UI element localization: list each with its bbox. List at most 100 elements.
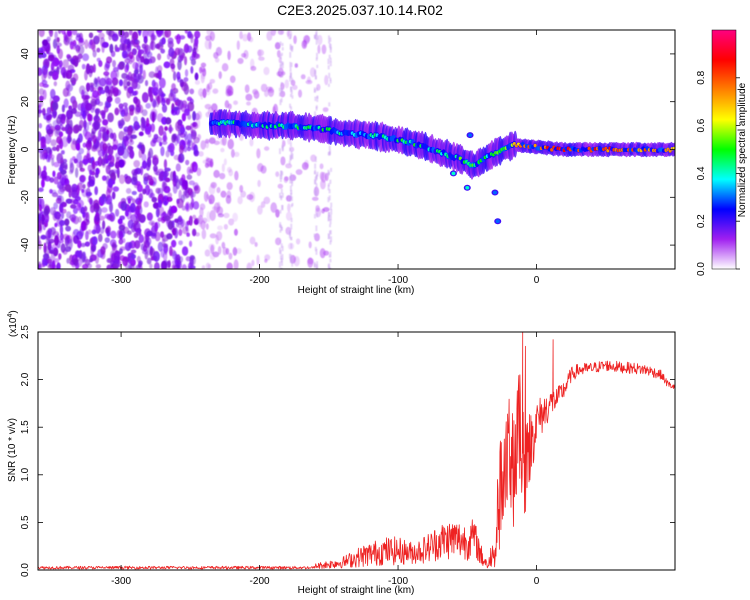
spectrogram-noise-cell: [204, 249, 211, 257]
spectrogram-noise-cell: [146, 257, 152, 265]
spectrogram-noise-cell: [194, 80, 201, 85]
spectrogram-noise-cell: [97, 101, 104, 107]
spectrogram-noise-cell: [241, 52, 247, 58]
spectrogram-noise-cell: [101, 175, 107, 181]
spectrogram-noise-cell: [52, 260, 56, 269]
spectrogram-noise-cell: [106, 96, 113, 103]
spectrogram-noise-cell: [72, 207, 78, 214]
spectrogram-noise-cell: [315, 30, 318, 35]
spectrogram-noise-cell: [40, 234, 47, 240]
spectrogram-noise-cell: [166, 196, 173, 202]
spectrogram-noise-cell: [233, 100, 238, 105]
spectrogram-noise-cell: [234, 228, 238, 236]
spectrogram-noise-cell: [112, 144, 118, 151]
spectrogram-noise-cell: [289, 93, 292, 98]
spectrogram-noise-cell: [279, 222, 282, 227]
spectrogram-noise-cell: [233, 259, 239, 269]
spectrogram-noise-cell: [291, 181, 294, 187]
spectrogram-noise-cell: [74, 167, 79, 178]
spectrogram-noise-cell: [157, 95, 161, 105]
spectrogram-noise-cell: [85, 211, 90, 223]
spectrogram-noise-cell: [173, 106, 179, 111]
spectrogram-noise-cell: [256, 148, 261, 159]
spectrogram-noise-cell: [328, 189, 331, 194]
spectrogram-noise-cell: [172, 250, 177, 260]
spectrogram-noise-cell: [167, 192, 173, 199]
spectrogram-noise-cell: [89, 169, 93, 176]
spectrogram-noise-cell: [328, 42, 331, 48]
spectrogram-noise-cell: [316, 261, 319, 267]
spectrogram-noise-cell: [266, 31, 273, 41]
spectrogram-noise-cell: [246, 194, 254, 200]
spectrogram-noise-cell: [150, 123, 156, 133]
spectrogram-noise-cell: [280, 89, 283, 94]
spectrogram-noise-cell: [163, 215, 171, 222]
spectrogram-noise-cell: [225, 247, 230, 255]
spectrogram-noise-cell: [135, 223, 140, 231]
spectrogram-branch-core: [492, 190, 497, 195]
spectrogram-noise-cell: [192, 228, 197, 237]
spectrogram-noise-cell: [38, 109, 41, 118]
spectrogram-noise-cell: [198, 151, 204, 157]
spectrogram-noise-cell: [178, 240, 183, 246]
spectrogram-noise-cell: [279, 178, 282, 183]
spectrogram-noise-cell: [197, 214, 204, 225]
spectrogram-noise-cell: [146, 117, 150, 128]
spectrogram-noise-cell: [124, 175, 132, 185]
spectrogram-branch-core: [468, 133, 473, 137]
spectrogram-noise-cell: [142, 117, 146, 128]
spectrogram-noise-cell: [95, 223, 101, 235]
spectrogram-noise-cell: [281, 73, 284, 78]
snr-y-ticks: 0.0 0.5 1.0 1.5 2.0 2.5: [20, 325, 675, 577]
spectrogram-noise-cell: [143, 36, 148, 44]
spectrogram-noise-cell: [168, 142, 175, 153]
spectrogram-noise-cell: [170, 63, 176, 70]
spectrogram-noise-cell: [146, 51, 153, 58]
spectrogram-noise-cell: [165, 150, 170, 158]
spectrogram-noise-cell: [230, 148, 235, 158]
spectrogram-noise-cell: [211, 182, 216, 188]
spectrogram-noise-cell: [275, 237, 282, 246]
spectrogram-noise-cell: [58, 238, 64, 244]
spectrogram-noise-cell: [328, 145, 331, 150]
spectrogram-noise-cell: [190, 123, 194, 134]
spectrogram-noise-cell: [194, 36, 199, 47]
spectrogram-noise-cell: [197, 133, 202, 140]
spectrogram-noise-cell: [182, 179, 188, 190]
spectrogram-noise-cell: [249, 138, 254, 147]
spectrogram-noise-cell: [171, 83, 176, 91]
spectrogram-noise-cell: [103, 71, 110, 76]
spectrogram-noise-cell: [153, 133, 159, 140]
spectrogram-noise-cell: [209, 210, 216, 221]
spectrogram-y-tick-label: 0: [20, 146, 31, 152]
spectrogram-noise-cell: [100, 196, 107, 205]
spectrogram-noise-cell: [127, 197, 132, 205]
spectrogram-noise-cell: [291, 84, 298, 91]
spectrogram-noise-cell: [87, 113, 92, 122]
snr-series-line: [38, 332, 675, 570]
spectrogram-noise-cell: [171, 264, 176, 269]
spectrogram-noise-cell: [184, 69, 189, 77]
snr-frame: [37, 331, 676, 571]
spectrogram-noise-cell: [223, 212, 230, 219]
spectrogram-noise-cell: [322, 207, 330, 212]
colorbar-tick-label: 0.2: [696, 214, 707, 228]
spectrogram-noise-cell: [120, 200, 128, 212]
spectrogram-noise-cell: [172, 228, 177, 236]
spectrogram-noise-cell: [186, 133, 192, 144]
spectrogram-noise-cell: [130, 253, 137, 260]
spectrogram-noise-cell: [279, 54, 282, 60]
spectrogram-noise-cell: [227, 85, 234, 96]
spectrogram-noise-cell: [290, 217, 293, 223]
spectrogram-noise-cell: [69, 41, 74, 50]
spectrogram-noise-cell: [140, 165, 144, 176]
spectrogram-noise-cell: [84, 206, 88, 212]
spectrogram-noise-cell: [142, 188, 147, 195]
spectrogram-noise-cell: [290, 190, 293, 195]
snr-x-tick-label: -200: [250, 576, 270, 587]
spectrogram-noise-cell: [314, 35, 317, 39]
spectrogram-noise-cell: [82, 158, 89, 165]
spectrogram-noise-cell: [58, 166, 64, 172]
spectrogram-noise-cell: [186, 96, 193, 102]
spectrogram-noise-cell: [280, 175, 283, 180]
